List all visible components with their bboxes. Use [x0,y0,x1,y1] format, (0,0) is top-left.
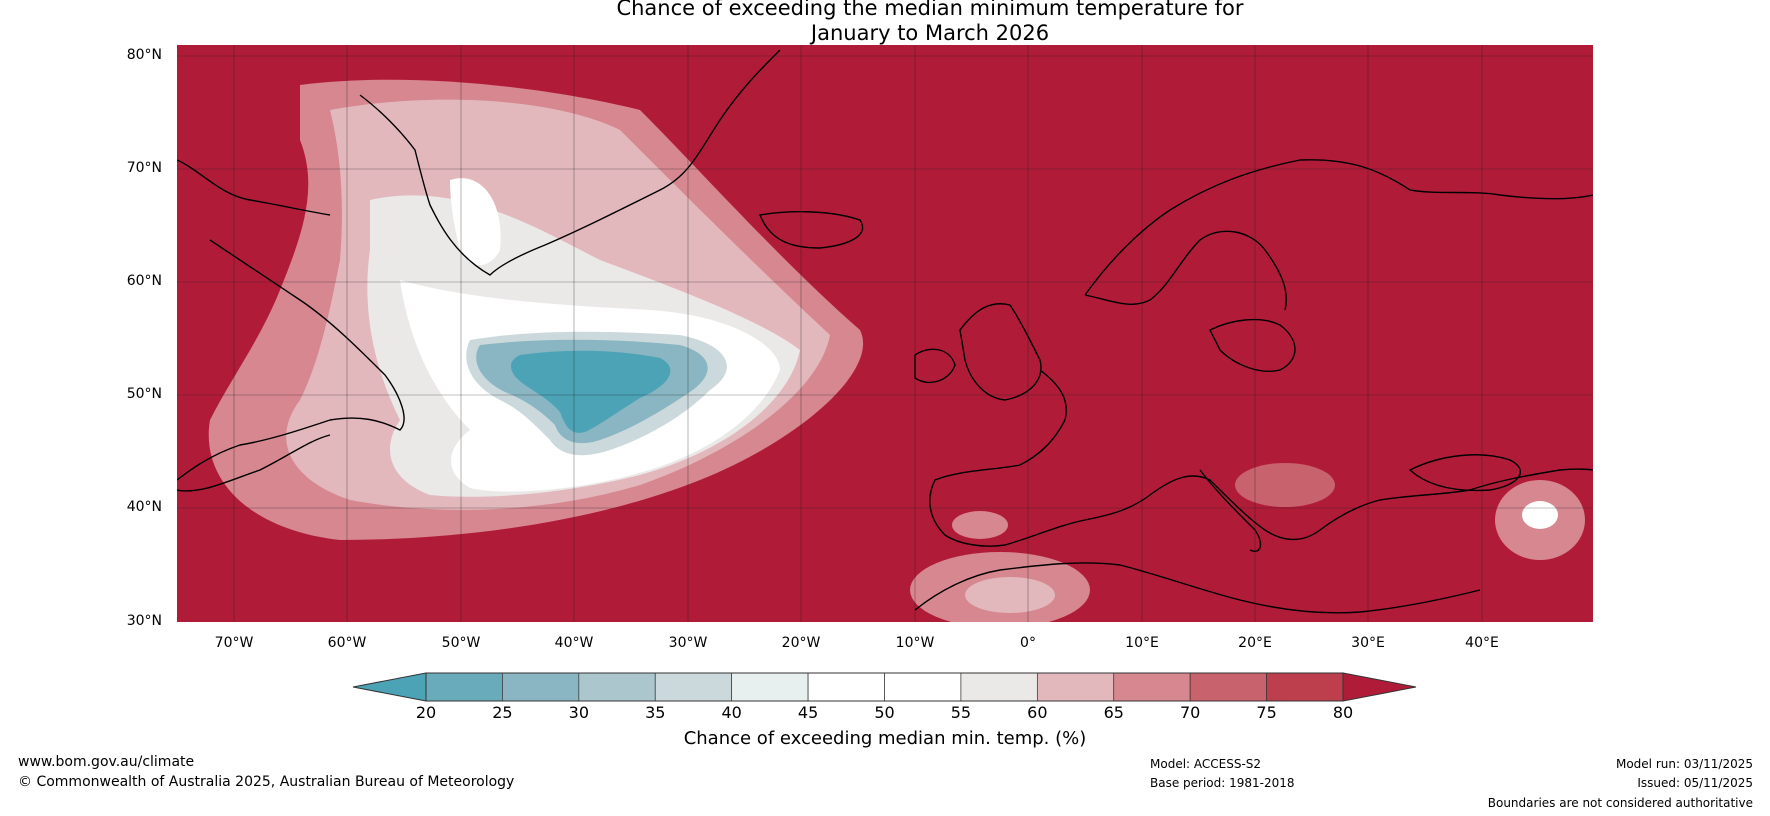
footer-model-run: Model run: 03/11/2025 [1615,757,1753,771]
lon-label-0: 0° [1020,635,1036,651]
coast-mediterranean-north [1084,468,1593,541]
colorbar-tick-50: 50 [874,703,895,722]
colorbar-tick-35: 35 [645,703,666,722]
map-title: Chance of exceeding the median minimum t… [560,0,1300,46]
coast-britain [959,303,1042,401]
colorbar-segment-75-80 [1266,672,1344,702]
colorbar-tick-25: 25 [492,703,513,722]
colorbar-tick-60: 60 [1027,703,1048,722]
prob-region-cool-north [450,178,501,265]
lon-label-40w: 40°W [554,635,594,651]
colorbar-segment-30-35 [578,672,656,702]
colorbar-segment-45-50 [807,672,885,702]
coast-europe-west [929,369,1086,547]
colorbar-tick-55: 55 [950,703,972,722]
coast-labrador [177,239,405,481]
coast-ireland [914,348,956,383]
coast-black-sea [1408,454,1522,492]
lat-label-40n: 40°N [126,499,162,515]
coast-nova-scotia [177,434,331,492]
colorbar-tick-80: 80 [1332,703,1354,722]
lat-label-80n: 80°N [126,47,162,63]
footer-model: Model: ACCESS-S2 [1150,757,1262,771]
colorbar-segment-70-75 [1189,672,1267,702]
lon-label-20w: 20°W [781,635,821,651]
footer-disclaimer: Boundaries are not considered authoritat… [1487,796,1753,810]
lon-label-60w: 60°W [327,635,367,651]
coast-scandinavia [1084,159,1593,296]
colorbar-segment-55-60 [960,672,1038,702]
footer-base-period: Base period: 1981-2018 [1150,776,1295,790]
footer-issued: Issued: 05/11/2025 [1637,776,1753,790]
colorbar-segment-50-55 [884,672,962,702]
colorbar-segment-25-30 [502,672,580,702]
coast-baltic [1209,318,1296,372]
coast-norway-south [1084,230,1287,311]
colorbar-tick-75: 75 [1256,703,1277,722]
title-line-1: Chance of exceeding the median minimum t… [616,0,1244,20]
lon-label-20e: 20°E [1238,635,1272,651]
title-line-2: January to March 2026 [810,21,1050,45]
lon-label-30w: 30°W [668,635,708,651]
lon-label-50w: 50°W [441,635,481,651]
colorbar-segment-60-65 [1036,672,1115,702]
lon-label-70w: 70°W [214,635,254,651]
colorbar-arrow-high [1342,672,1417,702]
footer-copyright: © Commonwealth of Australia 2025, Austra… [18,774,515,790]
coast-iceland [759,211,864,249]
prob-spot-north-africa-inner [965,577,1055,613]
lat-label-60n: 60°N [126,273,162,289]
graticule [177,45,1593,622]
coast-canada-north [177,159,331,216]
prob-region-25 [510,350,671,433]
lat-label-30n: 30°N [126,613,162,629]
colorbar-arrow-low [352,672,427,702]
colorbar-segment-65-70 [1113,672,1191,702]
coast-north-africa [914,562,1481,614]
colorbar-tick-65: 65 [1103,703,1124,722]
colorbar-segment-40-45 [731,672,809,702]
colorbar-label: Chance of exceeding median min. temp. (%… [683,728,1087,749]
lat-label-70n: 70°N [126,160,162,176]
lon-label-10e: 10°E [1125,635,1159,651]
colorbar-frame [425,672,1344,702]
colorbar-tick-20: 20 [415,703,437,722]
lon-label-10w: 10°W [895,635,935,651]
colorbar-segment-20-25 [425,672,503,702]
coast-greenland-west [359,49,781,276]
lat-label-50n: 50°N [126,386,162,402]
coastlines [177,49,1593,614]
prob-spot-iberia [952,511,1008,539]
prob-spot-balkans [1235,463,1335,507]
footer-website: www.bom.gov.au/climate [18,754,195,770]
colorbar-tick-40: 40 [721,703,742,722]
lon-label-30e: 30°E [1351,635,1385,651]
colorbar-tick-70: 70 [1179,703,1201,722]
colorbar-tick-45: 45 [797,703,819,722]
lon-label-40e: 40°E [1465,635,1499,651]
colorbar-tick-30: 30 [568,703,589,722]
colorbar-segment-35-40 [654,672,733,702]
